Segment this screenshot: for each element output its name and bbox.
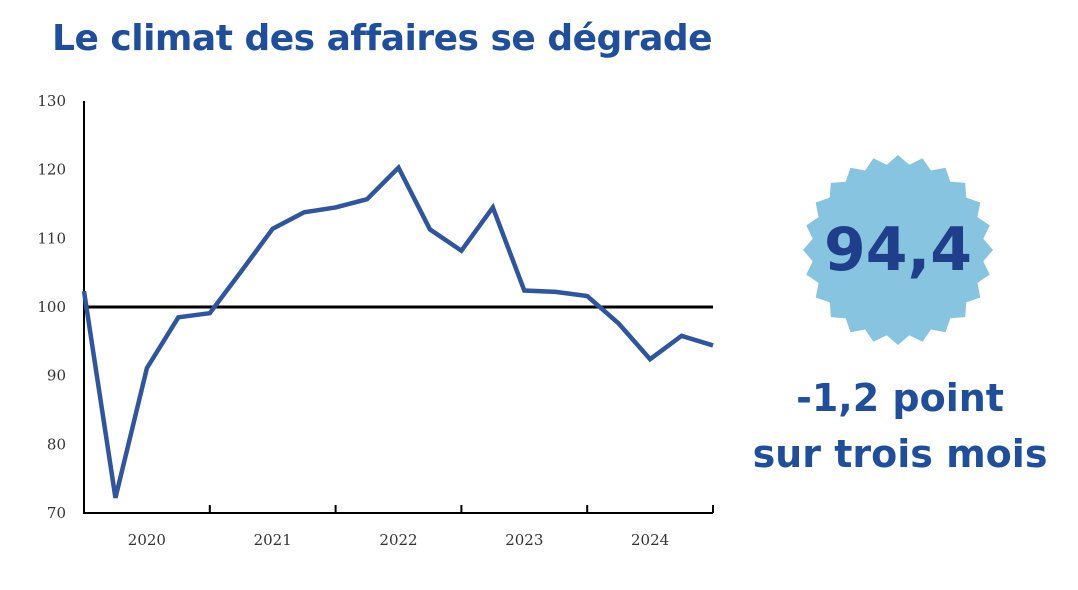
starburst-shape bbox=[803, 155, 993, 345]
y-tick-label: 130 bbox=[37, 92, 66, 110]
y-tick-label: 120 bbox=[37, 161, 66, 179]
y-tick-label: 90 bbox=[47, 367, 66, 385]
x-tick-label: 2022 bbox=[379, 531, 417, 549]
change-line-2: sur trois mois bbox=[752, 432, 1048, 476]
change-line-1: -1,2 point bbox=[796, 376, 1004, 420]
y-tick-label: 110 bbox=[37, 229, 66, 247]
y-tick-label: 80 bbox=[47, 435, 66, 453]
series-line bbox=[81, 163, 714, 499]
x-tick-label: 2023 bbox=[505, 531, 543, 549]
change-text: -1,2 point sur trois mois bbox=[740, 370, 1060, 482]
chart-title: Le climat des affaires se dégrade bbox=[52, 18, 713, 59]
starburst-badge bbox=[803, 155, 993, 345]
x-tick-label: 2021 bbox=[254, 531, 292, 549]
x-tick-label: 2020 bbox=[128, 531, 166, 549]
x-tick-label: 2024 bbox=[631, 531, 669, 549]
current-value: 94,4 bbox=[823, 215, 973, 285]
y-tick-label: 100 bbox=[37, 298, 66, 316]
y-tick-label: 70 bbox=[47, 504, 66, 522]
line-chart: 70 80 90 100 110 120 130 2020 2021 2022 2023 2024 bbox=[37, 92, 714, 549]
